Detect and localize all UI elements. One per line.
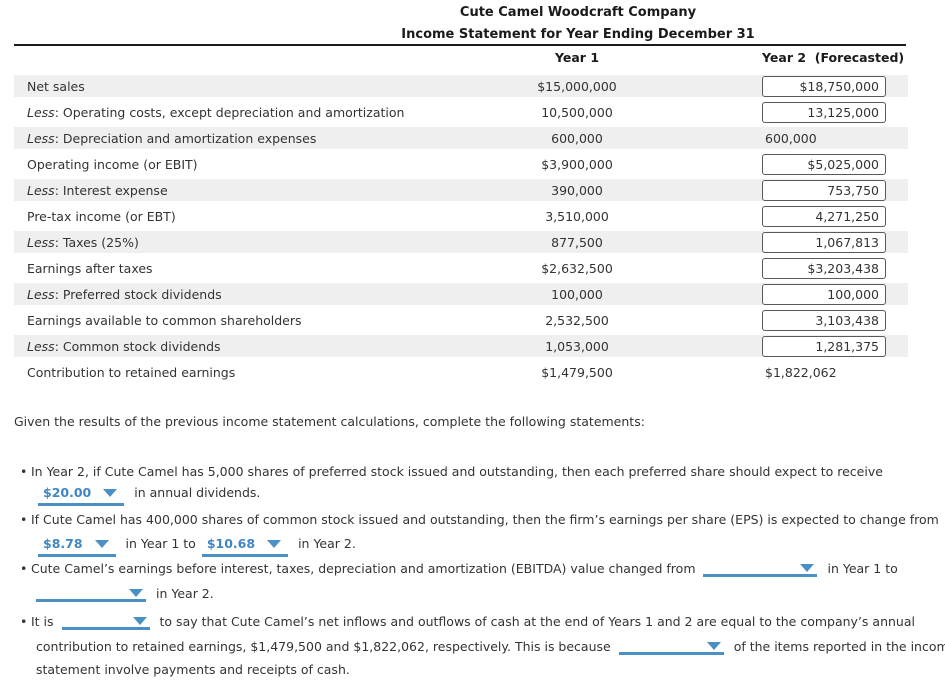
dropdown-arrow-icon <box>129 589 143 597</box>
table-row-operating-costs: Less: Operating costs, except depreciati… <box>14 99 908 125</box>
table-row-net-sales: Net sales $15,000,000 <box>14 73 908 99</box>
year2-input-preferred-dividends[interactable] <box>762 283 886 305</box>
table-row-preferred-dividends: Less: Preferred stock dividends 100,000 <box>14 281 908 307</box>
year2-input-net-sales[interactable] <box>762 75 886 97</box>
eps-year2-dropdown[interactable]: $10.68 <box>201 535 289 557</box>
year2-input-pretax-income[interactable] <box>762 205 886 227</box>
eps-year1-dropdown[interactable]: $8.78 <box>38 535 116 557</box>
row-label: : Operating costs, except depreciation a… <box>54 104 405 120</box>
table-row-operating-income: Operating income (or EBIT) $3,900,000 <box>14 151 908 177</box>
year1-value: 600,000 <box>551 130 603 146</box>
year2-input-common-dividends[interactable] <box>762 335 886 357</box>
row-label: : Taxes (25%) <box>54 234 139 250</box>
bullet-icon: • <box>20 512 28 527</box>
year2-input-earnings-after-taxes[interactable] <box>762 257 886 279</box>
table-row-interest-expense: Less: Interest expense 390,000 <box>14 177 908 203</box>
row-label: Earnings available to common shareholder… <box>27 312 302 328</box>
year2-input-operating-costs[interactable] <box>762 101 886 123</box>
year2-value: 600,000 <box>765 130 817 146</box>
ebitda-year2-dropdown[interactable] <box>36 584 146 602</box>
year2-input-interest-expense[interactable] <box>762 179 886 201</box>
table-row-retained-earnings: Contribution to retained earnings $1,479… <box>14 359 908 385</box>
dropdown-arrow-icon <box>103 488 118 497</box>
year1-value: 390,000 <box>551 182 603 198</box>
row-label: Net sales <box>27 78 85 94</box>
items-portion-dropdown[interactable] <box>618 637 724 655</box>
bullet1-line2: $20.00 in annual dividends. <box>36 484 260 506</box>
year2-input-earnings-common[interactable] <box>762 309 886 331</box>
row-label: Earnings after taxes <box>27 260 153 276</box>
table-row-earnings-after-taxes: Earnings after taxes $2,632,500 <box>14 255 908 281</box>
statement-title: Income Statement for Year Ending Decembe… <box>401 27 755 42</box>
label-column-header <box>14 50 492 65</box>
bullet-icon: • <box>20 464 28 479</box>
table-row-earnings-common: Earnings available to common shareholder… <box>14 307 908 333</box>
year2-column-header: Year 2 (Forecasted) <box>762 50 905 65</box>
row-label: : Interest expense <box>54 182 168 198</box>
header-divider <box>14 44 906 46</box>
year1-value: $15,000,000 <box>537 78 617 94</box>
bullet3-line2: in Year 2. <box>36 584 214 602</box>
bullet4-line3: statement involve payments and receipts … <box>36 662 350 677</box>
year2-value: $1,822,062 <box>765 364 837 380</box>
bullet3-line1: • Cute Camel’s earnings before interest, … <box>20 559 898 577</box>
year1-value: 100,000 <box>551 286 603 302</box>
table-row-common-dividends: Less: Common stock dividends 1,053,000 <box>14 333 908 359</box>
table-row-depreciation: Less: Depreciation and amortization expe… <box>14 125 908 151</box>
preferred-dividend-dropdown[interactable]: $20.00 <box>38 484 125 506</box>
cash-flow-accuracy-dropdown[interactable] <box>61 612 150 630</box>
company-title: Cute Camel Woodcraft Company <box>459 5 697 20</box>
row-label: Pre-tax income (or EBT) <box>27 208 176 224</box>
year1-value: 877,500 <box>551 234 603 250</box>
year1-column-header: Year 1 <box>554 50 600 65</box>
row-label: Contribution to retained earnings <box>27 364 236 380</box>
year1-value: 1,053,000 <box>545 338 609 354</box>
bullet-icon: • <box>20 614 28 629</box>
bullet2-line2: $8.78 in Year 1 to $10.68 in Year 2. <box>36 535 356 557</box>
bullet2-line1: • If Cute Camel has 400,000 shares of com… <box>20 512 939 527</box>
row-label: : Preferred stock dividends <box>54 286 222 302</box>
ebitda-year1-dropdown[interactable] <box>703 559 818 577</box>
income-statement-table: Net sales $15,000,000 Less: Operating co… <box>14 73 908 385</box>
dropdown-arrow-icon <box>267 539 282 548</box>
dropdown-arrow-icon <box>706 642 721 650</box>
bullet4-line2: contribution to retained earnings, $1,47… <box>36 637 945 655</box>
year1-value: 2,532,500 <box>545 312 609 328</box>
year1-value: 10,500,000 <box>541 104 613 120</box>
year1-value: $2,632,500 <box>541 260 613 276</box>
bullet1-line1: • In Year 2, if Cute Camel has 5,000 shar… <box>20 464 883 479</box>
dropdown-arrow-icon <box>800 564 815 572</box>
year1-value: $1,479,500 <box>541 364 613 380</box>
year2-input-taxes[interactable] <box>762 231 886 253</box>
bullet-icon: • <box>20 561 28 576</box>
row-label: : Common stock dividends <box>54 338 221 354</box>
dropdown-arrow-icon <box>132 617 147 625</box>
year1-value: $3,900,000 <box>541 156 613 172</box>
bullet4-line1: • It is to say that Cute Camel’s net infl… <box>20 612 915 630</box>
table-row-pretax-income: Pre-tax income (or EBT) 3,510,000 <box>14 203 908 229</box>
year2-input-operating-income[interactable] <box>762 153 886 175</box>
row-label: : Depreciation and amortization expenses <box>54 130 317 146</box>
year1-value: 3,510,000 <box>545 208 609 224</box>
table-header-row: Year 1 Year 2 (Forecasted) <box>14 50 908 65</box>
dropdown-arrow-icon <box>94 539 109 548</box>
statements-intro: Given the results of the previous income… <box>14 414 645 429</box>
row-label: Operating income (or EBIT) <box>27 156 198 172</box>
table-row-taxes: Less: Taxes (25%) 877,500 <box>14 229 908 255</box>
